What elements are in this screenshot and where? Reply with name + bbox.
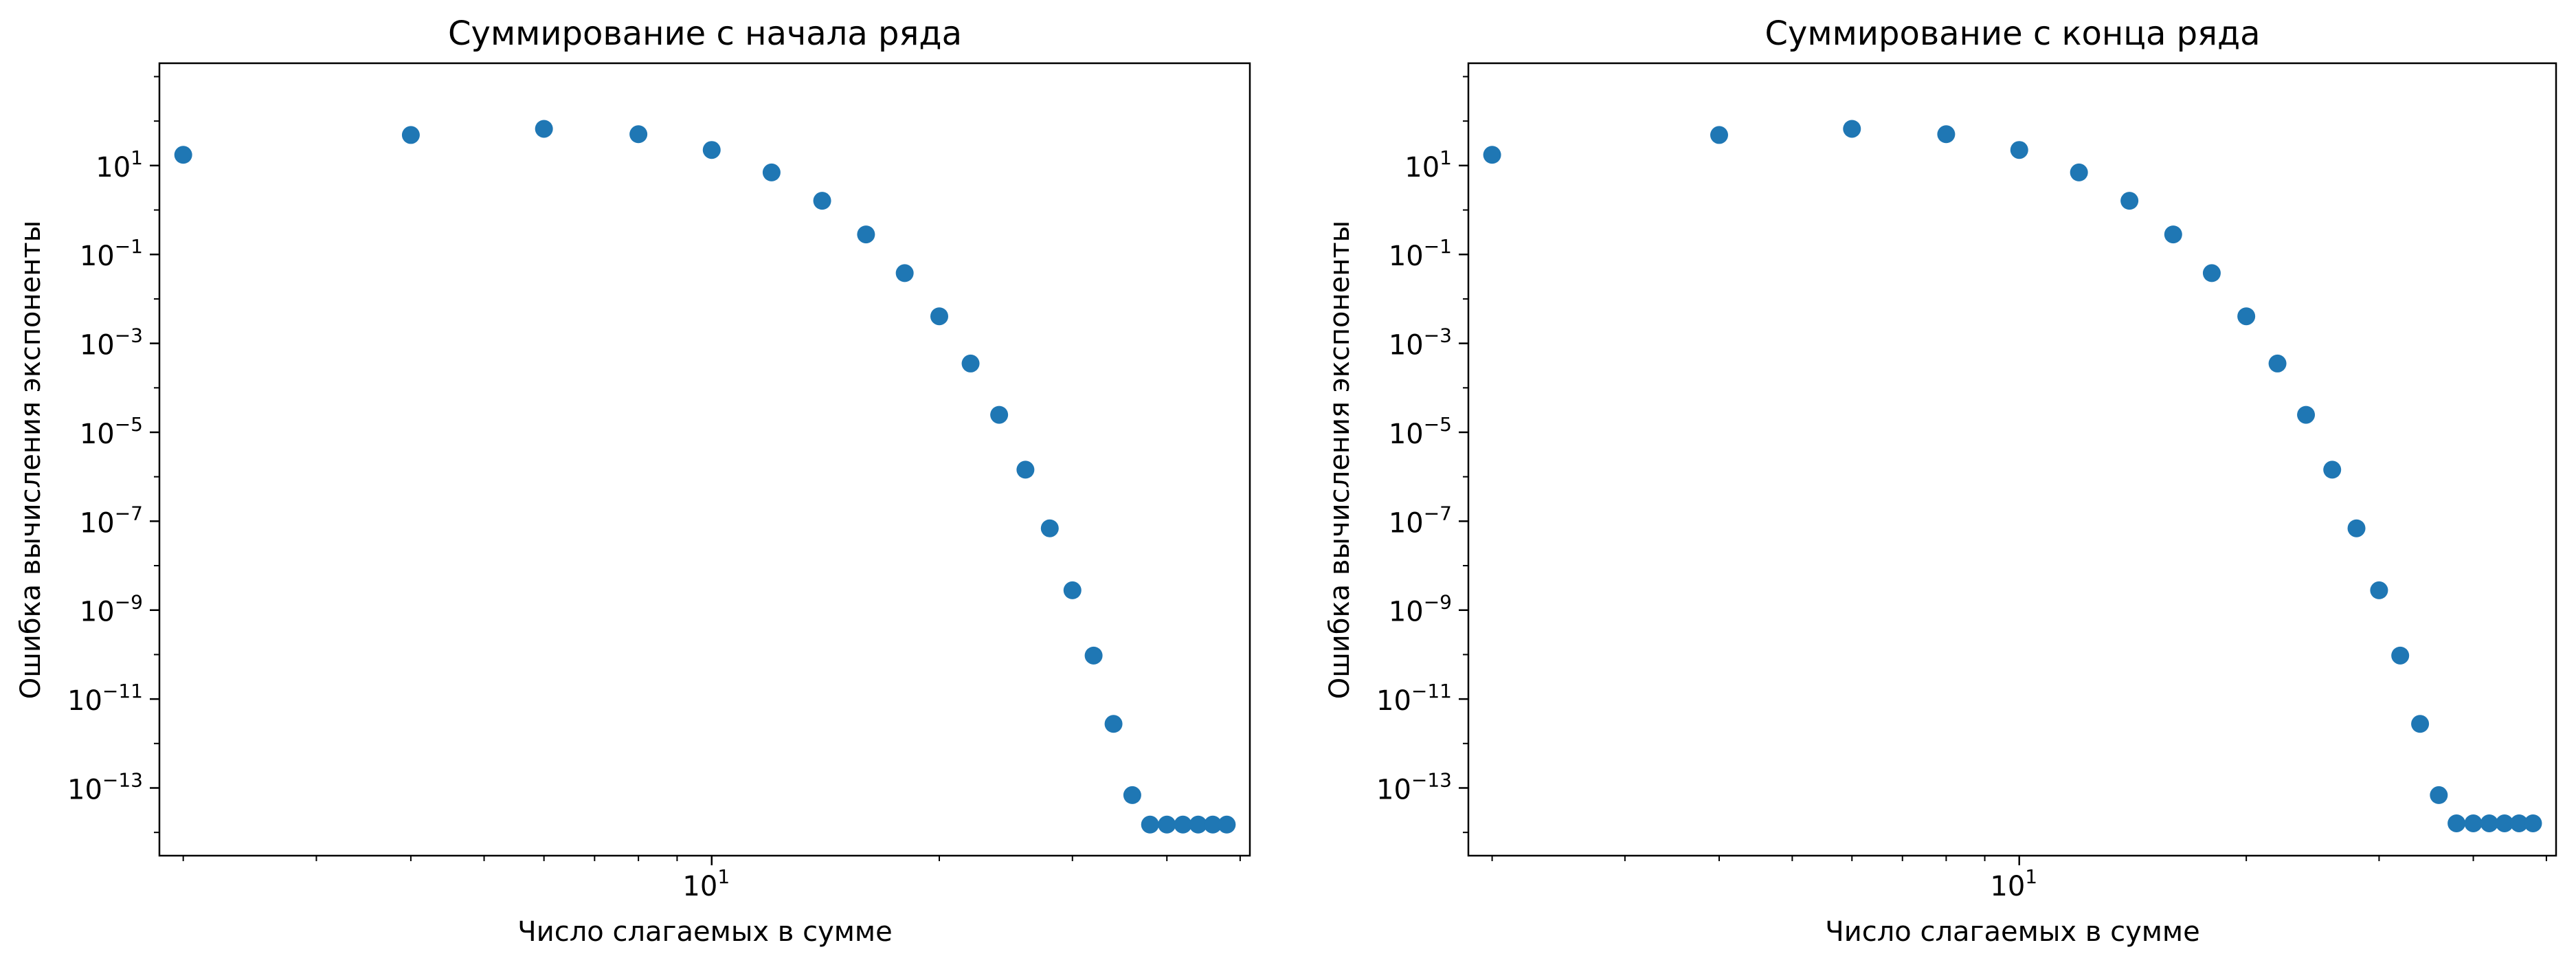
y-tick-label: 10−1	[80, 235, 143, 272]
y-tick-label: 10−13	[67, 768, 143, 805]
data-point	[174, 146, 192, 164]
data-point	[702, 141, 721, 159]
axis-ticks: 101 10−1 10−3 10−5 10−7 10−9 10−11 10−13 101	[1376, 76, 2547, 902]
data-point	[2524, 814, 2542, 832]
data-point	[2430, 786, 2448, 804]
data-point	[2070, 163, 2088, 181]
data-point	[762, 163, 781, 181]
plot-area-frame	[1467, 62, 2557, 857]
data-point	[857, 225, 875, 244]
data-point	[1158, 815, 1176, 834]
y-tick-label: 101	[1404, 146, 1452, 184]
data-point	[2464, 814, 2483, 832]
data-points	[174, 120, 1236, 834]
data-point	[2237, 307, 2256, 326]
data-point	[2370, 581, 2388, 599]
data-point	[2347, 519, 2366, 537]
data-point	[629, 125, 648, 144]
data-point	[535, 120, 553, 138]
y-axis-label: Ошибка вычисления экспоненты	[15, 221, 47, 700]
data-point	[1937, 125, 1956, 144]
x-tick-label: 101	[1990, 865, 2037, 902]
y-tick-label: 10−3	[80, 324, 143, 362]
y-tick-label: 10−13	[1376, 768, 1452, 805]
data-point	[1218, 815, 1236, 834]
data-point	[1843, 120, 1861, 138]
data-point	[1174, 815, 1192, 834]
left-chart-panel: Суммирование с начала ряда Число слагаем…	[15, 14, 1251, 948]
data-point	[2495, 814, 2513, 832]
y-tick-label: 10−7	[80, 502, 143, 539]
data-points	[1483, 120, 2542, 832]
data-point	[1040, 519, 1059, 537]
x-axis-label: Число слагаемых в сумме	[517, 916, 892, 948]
y-axis-label: Ошибка вычисления экспоненты	[1324, 221, 1356, 700]
y-tick-label: 10−11	[1376, 680, 1452, 717]
data-point	[2480, 814, 2498, 832]
data-point	[2323, 460, 2342, 479]
data-point	[2411, 715, 2430, 733]
chart-title: Суммирование с начала ряда	[448, 14, 962, 53]
chart-title: Суммирование с конца ряда	[1765, 14, 2260, 53]
data-point	[1141, 815, 1159, 834]
y-tick-label: 10−9	[1389, 591, 1452, 628]
y-tick-label: 10−7	[1389, 502, 1452, 539]
data-point	[2202, 264, 2221, 282]
y-tick-label: 10−9	[80, 591, 143, 628]
data-point	[1483, 146, 1501, 164]
data-point	[2297, 405, 2316, 424]
data-point	[1123, 786, 1141, 804]
data-point	[1710, 126, 1728, 144]
y-tick-label: 10−5	[1389, 413, 1452, 450]
data-point	[813, 192, 831, 210]
data-point	[2268, 354, 2287, 373]
y-tick-label: 10−3	[1389, 324, 1452, 362]
y-tick-label: 10−1	[1389, 235, 1452, 272]
x-axis-label: Число слагаемых в сумме	[1825, 916, 2199, 948]
data-point	[2510, 814, 2529, 832]
data-point	[930, 307, 949, 326]
x-tick-label: 101	[682, 865, 730, 902]
data-point	[1063, 581, 1082, 599]
right-chart-panel: Суммирование с конца ряда Число слагаемы…	[1324, 14, 2557, 948]
data-point	[1016, 460, 1035, 479]
data-point	[895, 264, 914, 282]
data-point	[401, 126, 420, 144]
data-point	[1104, 715, 1123, 733]
y-tick-label: 101	[96, 146, 143, 184]
y-tick-label: 10−11	[67, 680, 143, 717]
plot-area-frame	[158, 62, 1251, 857]
data-point	[961, 354, 980, 373]
data-point	[2448, 814, 2466, 832]
data-point	[2391, 646, 2410, 665]
y-tick-label: 10−5	[80, 413, 143, 450]
data-point	[2120, 192, 2139, 210]
axis-ticks: 101 10−1 10−3 10−5 10−7 10−9 10−11 10−13 101	[67, 76, 1241, 902]
data-point	[2010, 141, 2028, 159]
data-point	[1204, 815, 1222, 834]
data-point	[1084, 646, 1103, 665]
data-point	[2164, 225, 2182, 244]
data-point	[1189, 815, 1207, 834]
data-point	[990, 405, 1009, 424]
